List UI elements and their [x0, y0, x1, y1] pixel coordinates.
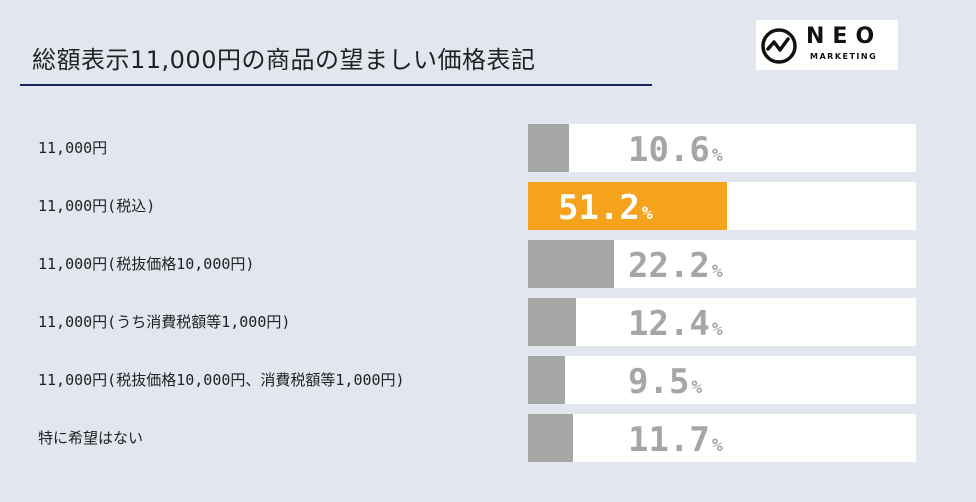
value-number: 22.2 [628, 246, 710, 286]
value-label: 12.4% [628, 298, 723, 346]
value-unit: % [711, 435, 723, 456]
category-label: 11,000円(税込) [38, 197, 156, 215]
neo-logo-icon [761, 28, 797, 64]
category-label: 11,000円(うち消費税額等1,000円) [38, 313, 291, 331]
value-unit: % [641, 203, 653, 224]
bar [528, 182, 727, 230]
bar-track: 51.2% [528, 182, 916, 230]
value-number: 11.7 [628, 420, 710, 460]
bar-track: 9.5% [528, 356, 916, 404]
bar [528, 356, 565, 404]
value-label: 9.5% [628, 356, 702, 404]
bar-track: 12.4% [528, 298, 916, 346]
title-underline [20, 84, 652, 86]
value-label: 11.7% [628, 414, 723, 462]
bar [528, 240, 614, 288]
bar [528, 298, 576, 346]
value-unit: % [711, 261, 723, 282]
bar [528, 414, 573, 462]
value-unit: % [711, 319, 723, 340]
value-label: 51.2% [558, 182, 653, 230]
value-label: 22.2% [628, 240, 723, 288]
category-label: 11,000円(税抜価格10,000円) [38, 255, 255, 273]
logo-subtext: MARKETING [810, 52, 878, 61]
category-label: 特に希望はない [38, 429, 144, 447]
value-number: 12.4 [628, 304, 710, 344]
value-number: 10.6 [628, 130, 710, 170]
page-title: 総額表示11,000円の商品の望ましい価格表記 [32, 46, 536, 74]
bar-track: 10.6% [528, 124, 916, 172]
value-number: 9.5 [628, 362, 690, 402]
value-number: 51.2 [558, 188, 640, 228]
value-label: 10.6% [628, 124, 723, 172]
logo-wordmark: NEO [806, 24, 883, 49]
bar-track: 11.7% [528, 414, 916, 462]
neo-marketing-logo: NEO MARKETING [756, 20, 898, 70]
category-label: 11,000円(税抜価格10,000円、消費税額等1,000円) [38, 371, 405, 389]
value-unit: % [711, 145, 723, 166]
category-label: 11,000円 [38, 139, 108, 157]
bar-track: 22.2% [528, 240, 916, 288]
bar [528, 124, 569, 172]
value-unit: % [691, 377, 703, 398]
